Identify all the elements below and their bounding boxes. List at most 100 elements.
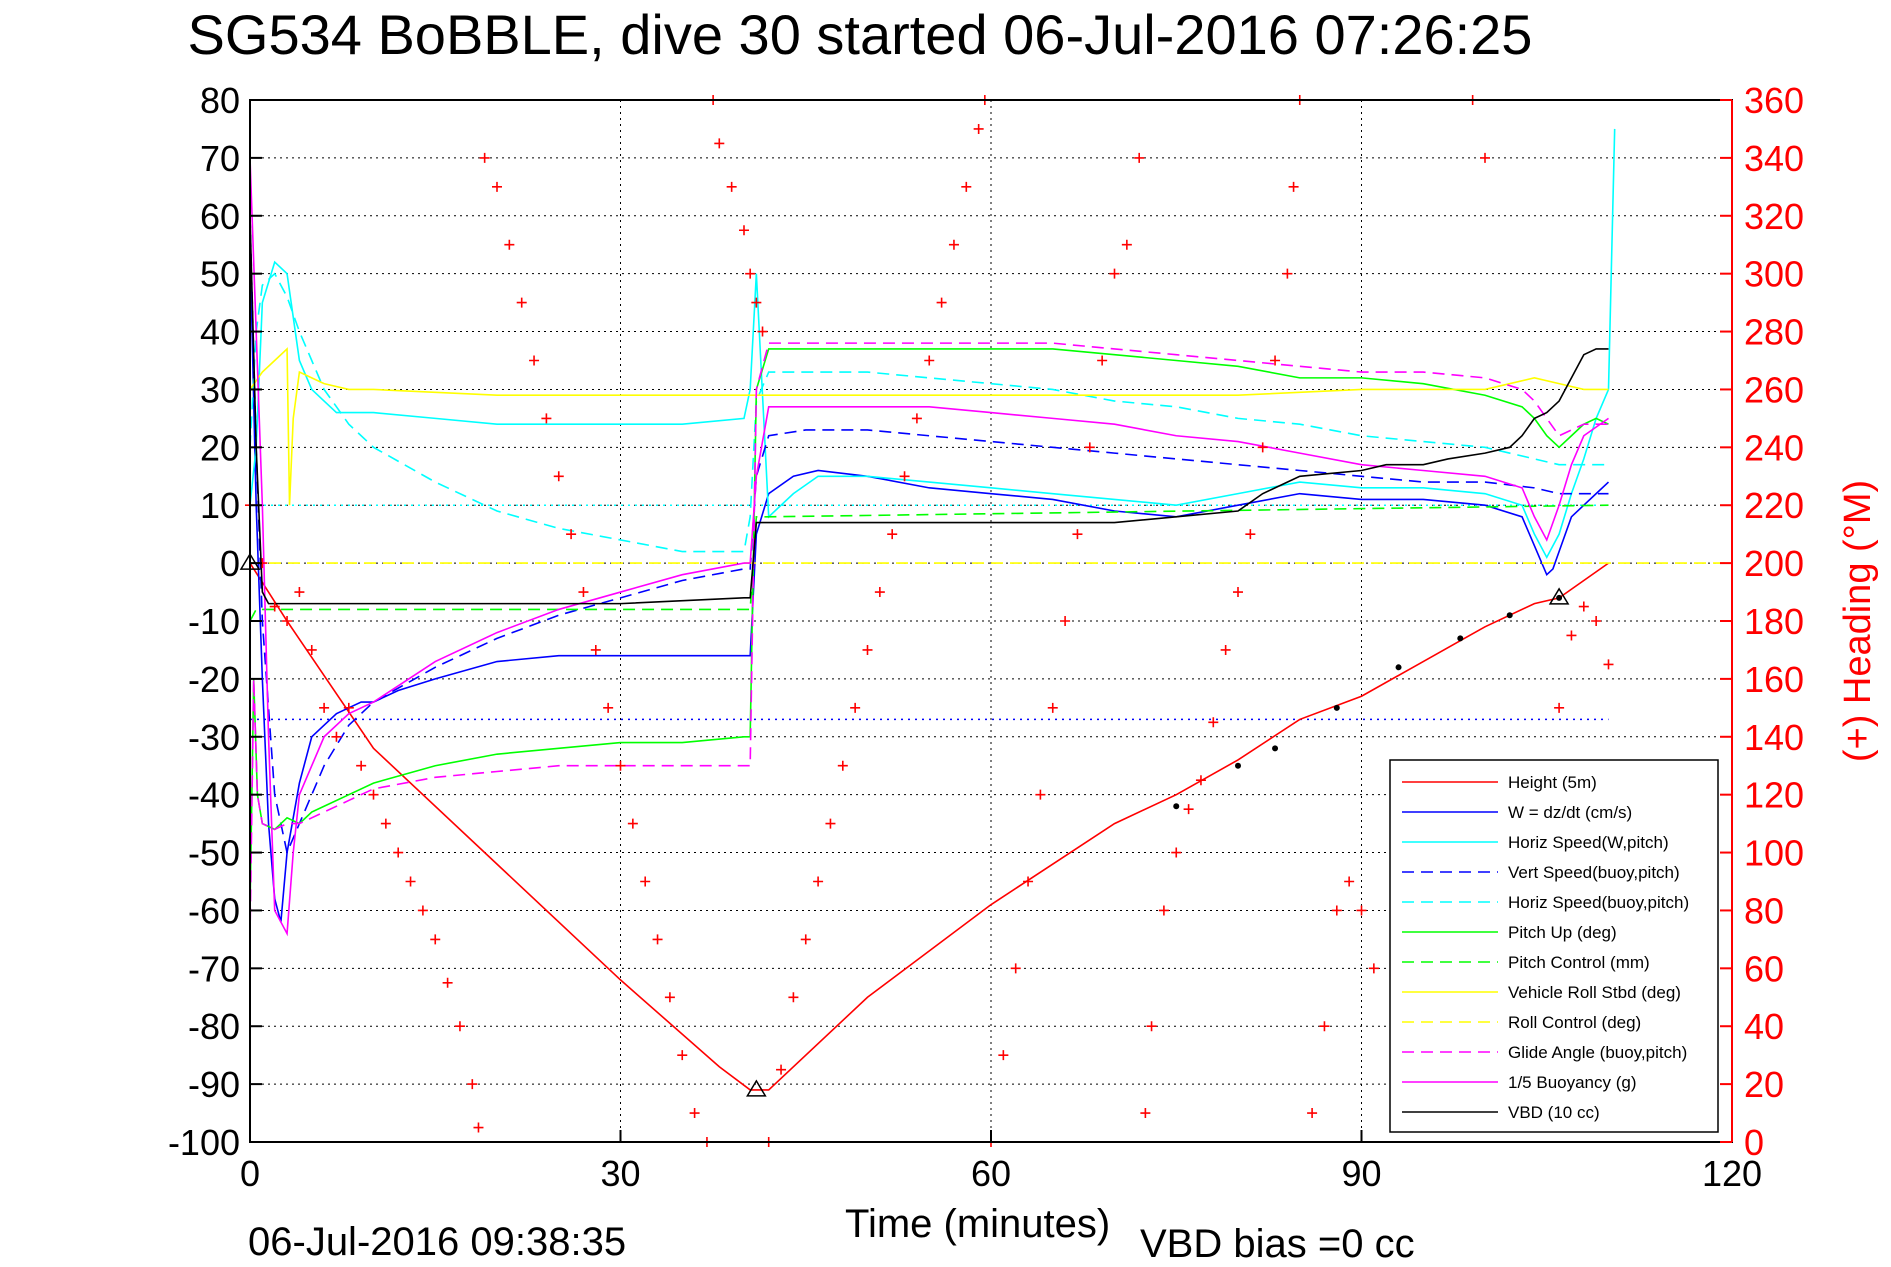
y-tick-label: -70 xyxy=(188,948,240,989)
legend-label: Vert Speed(buoy,pitch) xyxy=(1508,863,1680,882)
heading-marker xyxy=(813,876,824,887)
heading-marker xyxy=(1010,963,1021,974)
heading-marker xyxy=(1195,775,1206,786)
heading-marker xyxy=(566,529,577,540)
heading-marker xyxy=(1084,442,1095,453)
legend: Height (5m) W = dz/dt (cm/s) Horiz Speed(W… xyxy=(1389,759,1719,1133)
series-layer xyxy=(249,128,1732,1091)
heading-marker xyxy=(368,789,379,800)
y-tick-label: 0 xyxy=(220,543,240,584)
heading-marker xyxy=(473,1122,484,1133)
legend-label: VBD (10 cc) xyxy=(1508,1103,1600,1122)
heading-marker xyxy=(800,934,811,945)
y-tick-label: -20 xyxy=(188,659,240,700)
heading-marker xyxy=(541,413,552,424)
heading-marker xyxy=(1047,702,1058,713)
heading-marker xyxy=(1307,1108,1318,1119)
legend-label: Pitch Up (deg) xyxy=(1508,923,1617,942)
heading-marker xyxy=(1134,152,1145,163)
y-tick-label: -100 xyxy=(168,1122,240,1163)
dot-marker xyxy=(1506,612,1513,619)
heading-marker xyxy=(1158,905,1169,916)
y-tick-label: 70 xyxy=(200,138,240,179)
heading-marker xyxy=(1603,659,1614,670)
heading-marker xyxy=(924,355,935,366)
legend-label: Horiz Speed(buoy,pitch) xyxy=(1508,893,1689,912)
heading-marker xyxy=(1208,717,1219,728)
y-tick-label: 30 xyxy=(200,369,240,410)
dot-marker xyxy=(1173,803,1180,810)
series-buoy xyxy=(249,157,1609,937)
y-right-tick-label: 300 xyxy=(1744,254,1804,295)
heading-marker xyxy=(282,616,293,626)
heading-marker xyxy=(751,297,762,308)
y-tick-label: -60 xyxy=(188,890,240,931)
heading-marker xyxy=(516,297,527,308)
y-right-tick-label: 120 xyxy=(1744,775,1804,816)
heading-marker xyxy=(1368,963,1379,974)
heading-marker xyxy=(664,992,675,1003)
heading-marker xyxy=(294,587,305,598)
series-vbd xyxy=(249,215,1609,605)
heading-marker xyxy=(887,529,898,540)
y-right-tick-label: 80 xyxy=(1744,890,1784,931)
triangle-marker xyxy=(1548,587,1570,605)
heading-marker xyxy=(1566,630,1577,641)
series-pitch_ctrl xyxy=(249,504,1609,622)
heading-marker xyxy=(1035,789,1046,800)
y-tick-label: 20 xyxy=(200,427,240,468)
heading-marker xyxy=(1344,876,1355,887)
series-height xyxy=(249,562,1609,1091)
heading-marker xyxy=(356,760,367,771)
footer-vbd-bias: VBD bias =0 cc xyxy=(1140,1222,1415,1266)
y-tick-label: 60 xyxy=(200,196,240,237)
heading-marker xyxy=(998,1050,1009,1061)
heading-marker xyxy=(479,152,490,163)
heading-marker xyxy=(825,818,836,829)
heading-marker xyxy=(627,818,638,829)
series-glide xyxy=(249,342,1609,940)
heading-marker xyxy=(726,181,737,192)
footer-timestamp: 06-Jul-2016 09:38:35 xyxy=(248,1220,627,1264)
heading-marker xyxy=(837,760,848,771)
y-tick-label: 40 xyxy=(200,312,240,353)
dot-marker xyxy=(1333,704,1340,711)
heading-marker xyxy=(948,239,959,250)
heading-marker xyxy=(1331,905,1342,916)
dot-marker xyxy=(1395,664,1402,671)
heading-marker xyxy=(640,876,651,887)
heading-marker xyxy=(1109,268,1120,279)
series-vert_buoy xyxy=(249,215,1609,856)
heading-marker xyxy=(454,1021,465,1032)
y-right-tick-label: 40 xyxy=(1744,1006,1784,1047)
heading-marker xyxy=(1072,529,1083,540)
legend-box xyxy=(1389,759,1719,1133)
heading-marker xyxy=(911,413,922,424)
heading-marker xyxy=(850,702,861,713)
heading-marker xyxy=(1183,804,1194,815)
legend-label: Pitch Control (mm) xyxy=(1508,953,1650,972)
series-horiz_buoy xyxy=(249,272,1609,553)
heading-marker xyxy=(603,702,614,713)
legend-label: W = dz/dt (cm/s) xyxy=(1508,803,1632,822)
heading-marker xyxy=(504,239,515,250)
heading-marker xyxy=(467,1079,478,1090)
y-tick-label: -10 xyxy=(188,601,240,642)
heading-marker xyxy=(393,847,404,858)
y-right-tick-label: 160 xyxy=(1744,659,1804,700)
heading-marker xyxy=(745,268,756,279)
heading-marker xyxy=(331,731,342,742)
y-tick-label: -30 xyxy=(188,717,240,758)
chart-title: SG534 BoBBLE, dive 30 started 06-Jul-201… xyxy=(187,3,1533,66)
heading-marker xyxy=(1288,181,1299,192)
legend-label: Vehicle Roll Stbd (deg) xyxy=(1508,983,1681,1002)
y-right-tick-label: 340 xyxy=(1744,138,1804,179)
y-tick-label: 80 xyxy=(200,80,240,121)
heading-marker xyxy=(961,181,972,192)
heading-marker xyxy=(874,587,885,598)
x-tick-label: 0 xyxy=(240,1153,260,1194)
y-right-tick-label: 100 xyxy=(1744,833,1804,874)
heading-marker xyxy=(1140,1108,1151,1119)
heading-marker xyxy=(936,297,947,308)
